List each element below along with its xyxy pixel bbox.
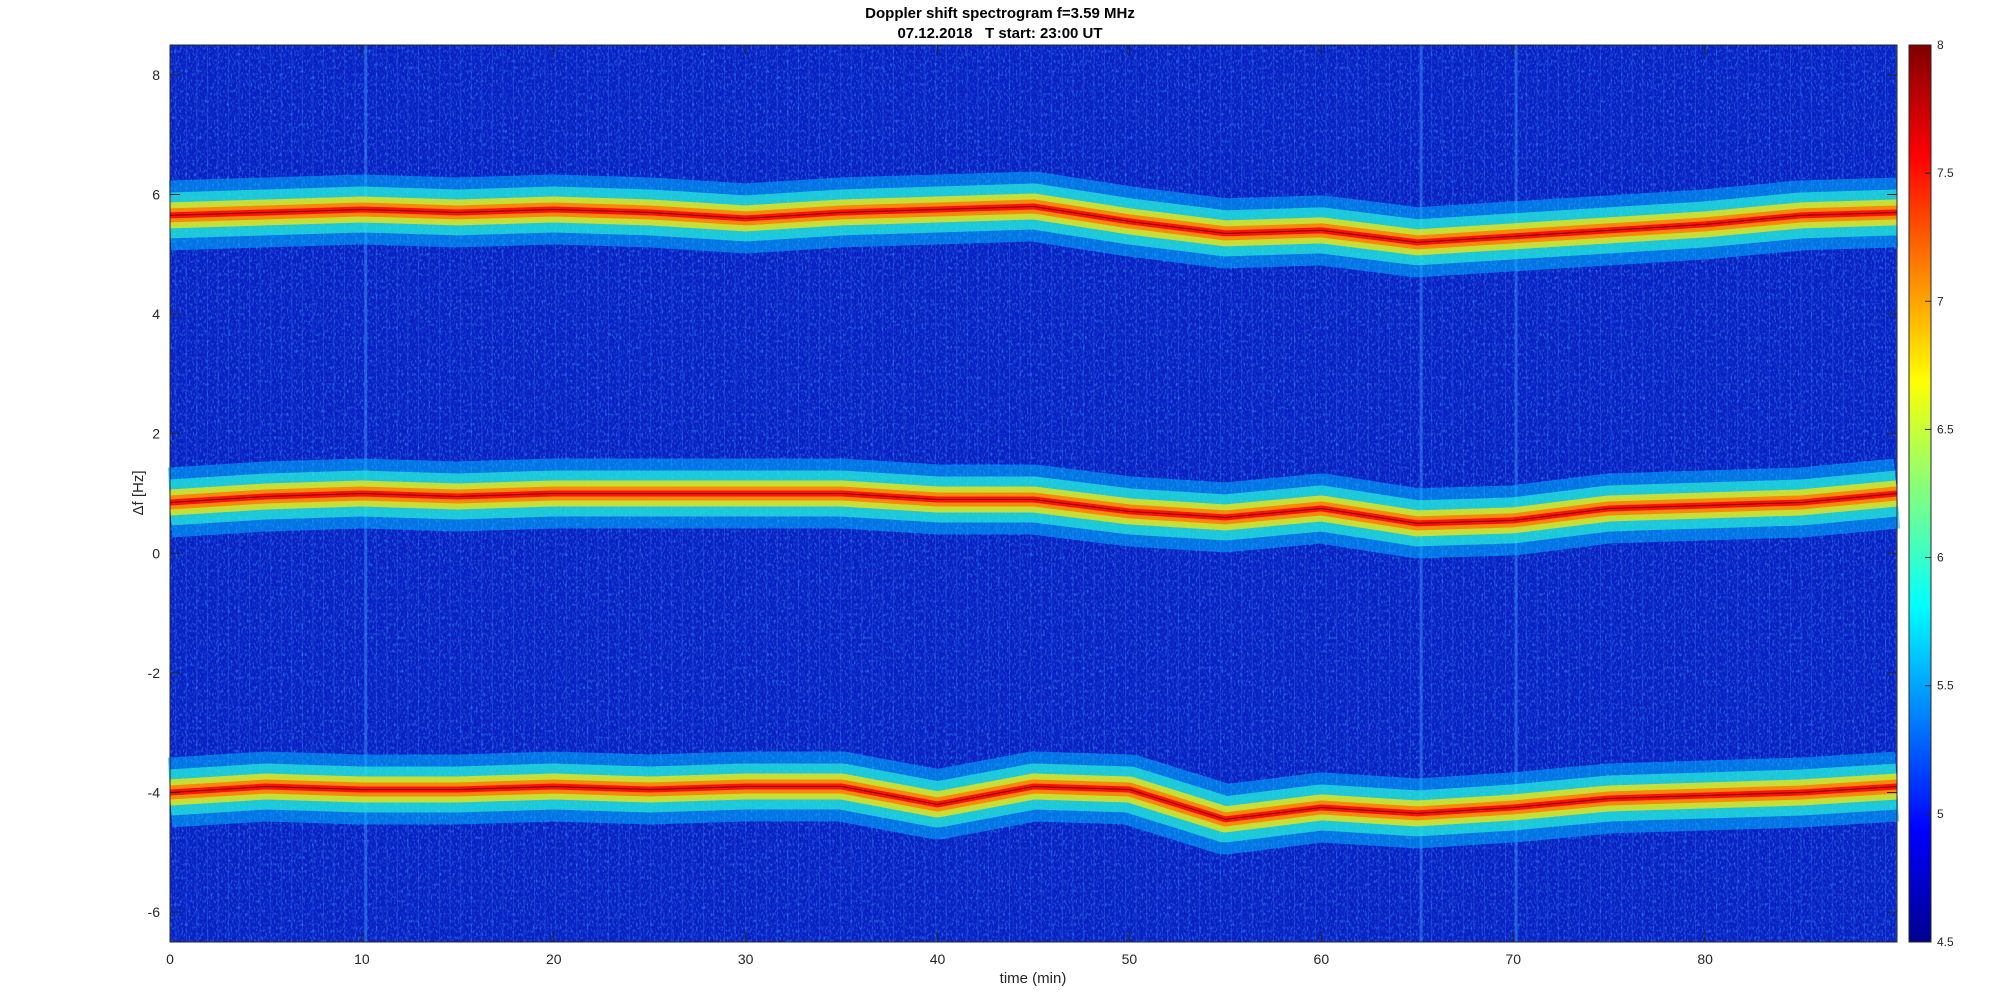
colorbar-tick-label: 6 — [1937, 551, 1944, 565]
colorbar-ticks: 4.5 5 5.5 6 6.5 7 7.5 8 — [1925, 38, 1954, 949]
y-tick-label: 6 — [152, 187, 160, 203]
chart-title: Doppler shift spectrogram f=3.59 MHz — [865, 5, 1135, 22]
y-axis: -6 -4 -2 0 2 4 6 8 — [148, 67, 1897, 920]
colorbar-tick-label: 4.5 — [1937, 935, 1954, 949]
signal-bands — [167, 171, 1901, 855]
y-axis-label: Δf [Hz] — [130, 470, 147, 515]
colorbar-tick-label: 7 — [1937, 294, 1944, 308]
plot-border — [169, 44, 1898, 943]
band-1 — [167, 458, 1901, 559]
x-axis-label: time (min) — [1000, 970, 1067, 987]
band-2-trace — [169, 786, 1898, 820]
band-0 — [168, 171, 1899, 278]
colorbar: 4.5 5 5.5 6 6.5 7 7.5 8 — [1908, 38, 1954, 949]
x-tick-label: 60 — [1314, 951, 1330, 967]
x-tick-label: 10 — [354, 951, 370, 967]
x-tick-label: 30 — [738, 951, 754, 967]
plot-area — [167, 44, 1901, 943]
y-tick-label: -4 — [148, 785, 161, 801]
band-0-trace — [169, 205, 1898, 243]
colorbar-gradient — [1908, 44, 1932, 943]
colorbar-tick-label: 7.5 — [1937, 166, 1954, 180]
x-axis: 0 10 20 30 40 50 60 70 80 — [166, 45, 1713, 967]
colorbar-tick-label: 8 — [1937, 38, 1944, 52]
x-tick-label: 80 — [1697, 951, 1713, 967]
band-2 — [167, 751, 1900, 855]
x-tick-label: 70 — [1505, 951, 1521, 967]
colorbar-tick-label: 5.5 — [1937, 679, 1954, 693]
x-tick-label: 50 — [1122, 951, 1138, 967]
x-tick-label: 40 — [930, 951, 946, 967]
x-tick-label: 0 — [166, 951, 174, 967]
colorbar-tick-label: 5 — [1937, 807, 1944, 821]
colorbar-tick-label: 6.5 — [1937, 422, 1954, 436]
x-tick-label: 20 — [546, 951, 562, 967]
band-1-trace — [169, 492, 1898, 524]
y-tick-label: 2 — [152, 426, 160, 442]
y-tick-label: -2 — [148, 665, 161, 681]
y-tick-label: 0 — [152, 545, 160, 561]
y-tick-label: 8 — [152, 67, 160, 83]
y-tick-label: -6 — [148, 904, 161, 920]
y-tick-label: 4 — [152, 306, 160, 322]
chart-subtitle: 07.12.2018 T start: 23:00 UT — [897, 25, 1102, 42]
